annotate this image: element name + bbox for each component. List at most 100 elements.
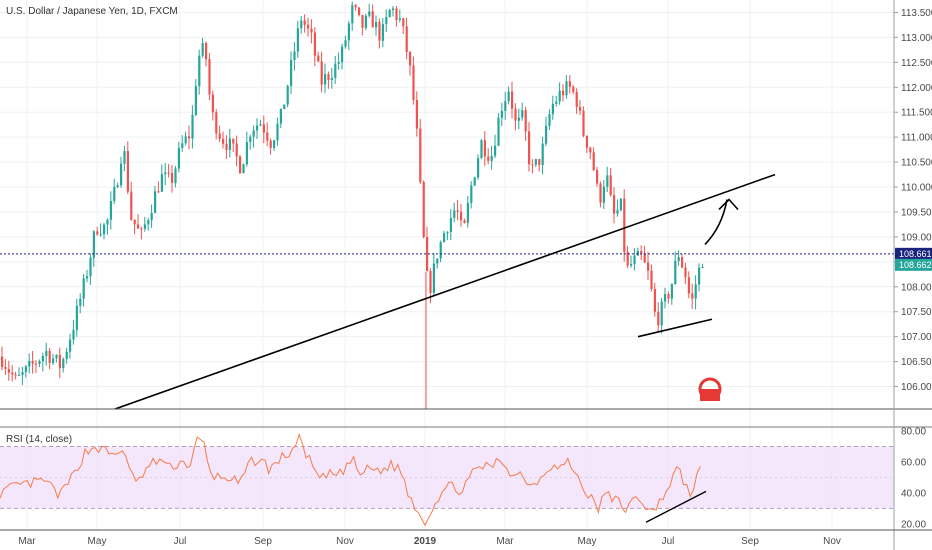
- candle: [385, 9, 388, 33]
- candle: [426, 226, 429, 272]
- candle: [409, 50, 412, 76]
- candle: [392, 6, 395, 17]
- x-tick-label: Nov: [823, 536, 841, 547]
- candle: [398, 9, 401, 23]
- y-tick-label: 113.000: [901, 33, 932, 44]
- candle: [551, 95, 554, 120]
- candle: [113, 178, 116, 205]
- candle: [126, 141, 129, 195]
- y-tick-label: 107.000: [901, 332, 932, 343]
- candle: [48, 347, 51, 370]
- candle: [208, 52, 211, 101]
- candle: [623, 189, 626, 262]
- candlestick-series: [1, 1, 704, 409]
- candle: [341, 43, 344, 70]
- candle: [687, 271, 690, 299]
- candle: [290, 51, 293, 95]
- x-tick-label: Sep: [741, 536, 759, 547]
- candle: [11, 365, 14, 382]
- candle: [235, 135, 238, 167]
- candle: [137, 214, 140, 229]
- candle: [1, 346, 4, 371]
- ascending-trendline: [114, 173, 776, 410]
- candle: [613, 187, 616, 224]
- candle: [633, 248, 636, 271]
- candle: [636, 247, 639, 256]
- candle: [324, 63, 327, 94]
- rsi-y-tick-label: 60.00: [901, 458, 926, 469]
- candle: [456, 199, 459, 221]
- x-tick-label: 2019: [414, 536, 437, 547]
- candle: [653, 282, 656, 317]
- candle: [405, 17, 408, 60]
- candle: [538, 158, 541, 172]
- candle: [657, 302, 660, 333]
- candle: [303, 14, 306, 33]
- current-price-label: 108.662: [899, 260, 932, 270]
- candle: [480, 138, 483, 159]
- candle: [157, 181, 160, 194]
- candle: [473, 176, 476, 187]
- candle: [242, 163, 245, 174]
- candle: [239, 155, 242, 175]
- candle: [106, 218, 109, 235]
- candle: [228, 128, 231, 158]
- last-price-tag: [895, 247, 932, 260]
- candle: [562, 84, 565, 102]
- candle: [490, 145, 493, 170]
- candle: [256, 118, 259, 139]
- candle: [245, 131, 248, 167]
- candle: [609, 167, 612, 197]
- candle: [191, 105, 194, 149]
- candle: [585, 135, 588, 153]
- y-tick-label: 108.000: [901, 282, 932, 293]
- candle: [558, 82, 561, 105]
- candle: [691, 283, 694, 309]
- candle: [4, 359, 7, 375]
- x-tick-label: Jul: [174, 536, 187, 547]
- candle: [494, 134, 497, 159]
- candle: [466, 195, 469, 228]
- candle: [317, 51, 320, 63]
- candle: [378, 18, 381, 49]
- candle: [52, 353, 55, 366]
- candle: [582, 106, 585, 138]
- candle: [531, 159, 534, 174]
- candle: [283, 104, 286, 110]
- candle: [344, 35, 347, 49]
- candle: [86, 269, 89, 283]
- candle: [361, 14, 364, 36]
- candle: [337, 52, 340, 70]
- candle: [439, 240, 442, 263]
- candle: [698, 263, 701, 292]
- y-tick-label: 110.500: [901, 158, 932, 169]
- candle: [568, 74, 571, 94]
- candle: [24, 365, 27, 378]
- candle: [388, 8, 391, 18]
- x-tick-label: Sep: [254, 536, 272, 547]
- candle: [286, 84, 289, 108]
- y-tick-label: 106.000: [901, 382, 932, 393]
- candle: [395, 6, 398, 27]
- candle: [279, 108, 282, 129]
- candle: [446, 231, 449, 241]
- candle: [82, 274, 85, 307]
- candle: [252, 125, 255, 148]
- candle: [368, 3, 371, 18]
- candle: [674, 251, 677, 285]
- rsi-title: RSI (14, close): [6, 434, 72, 445]
- candle: [130, 181, 133, 221]
- candle: [375, 15, 378, 36]
- candle: [521, 102, 524, 121]
- candle: [602, 180, 605, 209]
- candle: [35, 359, 38, 374]
- candle: [184, 131, 187, 146]
- candle: [320, 51, 323, 93]
- candle: [364, 13, 367, 31]
- candle: [334, 55, 337, 84]
- candle: [483, 131, 486, 167]
- candle: [150, 204, 153, 228]
- candle: [58, 347, 61, 379]
- chart-title: U.S. Dollar / Japanese Yen, 1D, FXCM: [6, 6, 178, 17]
